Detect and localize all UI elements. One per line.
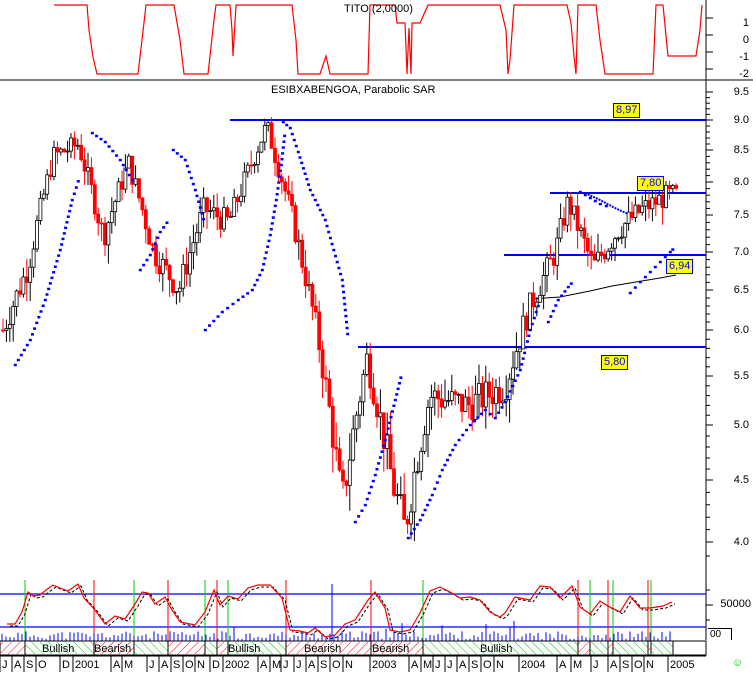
main-chart-title: ESIBXABENGOA, Parabolic SAR [271, 84, 436, 96]
regime-label: Bearish [372, 643, 409, 655]
svg-text:O: O [185, 659, 194, 671]
price-tick: 8.5 [733, 144, 749, 156]
level-tag-694: 6,94 [666, 259, 694, 274]
svg-text:J: J [2, 659, 8, 671]
svg-text:A: A [308, 659, 316, 671]
svg-text:D: D [62, 659, 70, 671]
price-tick: 8.0 [733, 176, 749, 188]
svg-text:J: J [283, 659, 289, 671]
moving-average-line [529, 274, 677, 300]
svg-text:D: D [212, 659, 220, 671]
status-smiley-icon: ☺ [732, 657, 744, 669]
regime-label: Bullish [228, 643, 260, 655]
svg-text:J: J [296, 659, 302, 671]
price-tick: 6.0 [733, 324, 749, 336]
svg-text:S: S [320, 659, 327, 671]
tito-tick-neg2: -2 [739, 68, 749, 80]
svg-text:O: O [332, 659, 341, 671]
svg-text:J: J [435, 659, 441, 671]
bottom-oscillator [0, 580, 706, 641]
svg-text:A: A [14, 659, 22, 671]
y-axis-ticks [706, 17, 713, 621]
volume-tick-50000: 50000 [720, 598, 751, 610]
regime-label: Bullish [480, 643, 512, 655]
svg-text:S: S [173, 659, 180, 671]
scale-box: 00 [708, 628, 733, 640]
tito-indicator-line [54, 4, 703, 75]
svg-text:2003: 2003 [372, 659, 396, 671]
svg-text:M: M [423, 659, 432, 671]
svg-text:2004: 2004 [521, 659, 545, 671]
candlesticks [1, 117, 679, 542]
svg-text:J: J [593, 659, 599, 671]
support-resistance-levels [230, 119, 706, 348]
svg-text:S: S [622, 659, 629, 671]
parabolic-sar-dots [13, 120, 675, 540]
regime-bands: Bullish Bearish Bullish Bearish Bearish Bulli… [0, 640, 707, 656]
svg-text:N: N [197, 659, 205, 671]
svg-text:A: A [411, 659, 419, 671]
svg-text:J: J [149, 659, 155, 671]
price-tick: 7.5 [733, 209, 749, 221]
svg-text:A: A [459, 659, 467, 671]
regime-label: Bearish [94, 643, 131, 655]
price-tick: 9.5 [733, 86, 749, 98]
price-tick: 6.5 [733, 284, 749, 296]
svg-text:O: O [38, 659, 47, 671]
svg-text:S: S [26, 659, 33, 671]
regime-label: Bearish [304, 643, 341, 655]
svg-text:2005: 2005 [670, 659, 694, 671]
svg-text:M: M [573, 659, 582, 671]
regime-label: Bullish [42, 643, 74, 655]
price-tick: 5.5 [733, 370, 749, 382]
svg-text:O: O [634, 659, 643, 671]
svg-text:M: M [124, 659, 133, 671]
tito-tick-0: 0 [742, 34, 749, 46]
svg-text:A: A [610, 659, 618, 671]
svg-text:A: A [113, 659, 121, 671]
level-tag-897: 8,97 [613, 103, 641, 118]
level-tag-580: 5,80 [601, 355, 629, 370]
svg-text:2001: 2001 [75, 659, 99, 671]
price-tick: 7.0 [733, 246, 749, 258]
tito-title: TITO (2,0000) [344, 3, 413, 15]
svg-text:N: N [646, 659, 654, 671]
price-tick: 4.0 [733, 536, 749, 548]
x-axis: J A S O D 2001 A M J A S O N D 2002 A M J J A S O N 2003 A M J J A S O… [0, 655, 706, 672]
svg-text:N: N [496, 659, 504, 671]
svg-text:A: A [559, 659, 567, 671]
level-tag-780: 7,80 [637, 176, 665, 191]
price-tick: 9.0 [733, 114, 749, 126]
svg-text:J: J [447, 659, 453, 671]
svg-text:N: N [345, 659, 353, 671]
svg-text:S: S [471, 659, 478, 671]
price-tick: 4.5 [733, 474, 749, 486]
svg-text:M: M [272, 659, 281, 671]
tito-tick-1: 1 [742, 17, 749, 29]
svg-text:2002: 2002 [225, 659, 249, 671]
svg-text:A: A [161, 659, 169, 671]
tito-tick-neg1: -1 [739, 51, 749, 63]
price-tick: 5.0 [733, 419, 749, 431]
svg-text:O: O [483, 659, 492, 671]
svg-text:A: A [260, 659, 268, 671]
